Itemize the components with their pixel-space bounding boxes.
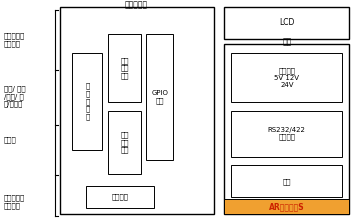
FancyBboxPatch shape xyxy=(224,7,349,39)
Text: RS232/422
串口扩展: RS232/422 串口扩展 xyxy=(268,127,306,140)
Text: LCD: LCD xyxy=(279,18,294,28)
FancyBboxPatch shape xyxy=(146,34,173,160)
Text: 连接变频器
及伺服器: 连接变频器 及伺服器 xyxy=(4,194,25,208)
Text: 输出
隔离
光耦: 输出 隔离 光耦 xyxy=(120,131,129,153)
FancyBboxPatch shape xyxy=(72,53,102,150)
FancyBboxPatch shape xyxy=(231,53,342,102)
FancyBboxPatch shape xyxy=(86,186,154,208)
Text: AR嵌核心板S: AR嵌核心板S xyxy=(269,202,305,211)
Text: 网口: 网口 xyxy=(282,178,291,185)
Text: 接近/ 凸轮
/液位/ 压
力/电磁阀: 接近/ 凸轮 /液位/ 压 力/电磁阀 xyxy=(4,85,25,107)
FancyBboxPatch shape xyxy=(60,7,214,214)
FancyBboxPatch shape xyxy=(231,111,342,157)
Text: 急停控制: 急停控制 xyxy=(112,194,128,200)
FancyBboxPatch shape xyxy=(224,199,349,214)
Text: GPIO
扩展: GPIO 扩展 xyxy=(151,90,168,104)
Text: 底板: 底板 xyxy=(282,37,292,46)
Text: 输入
隔离
光耦: 输入 隔离 光耦 xyxy=(120,57,129,79)
Text: 继电器: 继电器 xyxy=(4,137,16,143)
FancyBboxPatch shape xyxy=(108,34,141,102)
FancyBboxPatch shape xyxy=(108,111,141,174)
Text: 电源电路
5V 12V
24V: 电源电路 5V 12V 24V xyxy=(274,67,299,88)
FancyBboxPatch shape xyxy=(224,44,349,214)
Text: 继
电
器
控
制: 继 电 器 控 制 xyxy=(85,83,90,120)
Text: 控制台按钮
及指示灯: 控制台按钮 及指示灯 xyxy=(4,32,25,46)
Text: 控制接口板: 控制接口板 xyxy=(125,0,148,9)
FancyBboxPatch shape xyxy=(231,165,342,197)
